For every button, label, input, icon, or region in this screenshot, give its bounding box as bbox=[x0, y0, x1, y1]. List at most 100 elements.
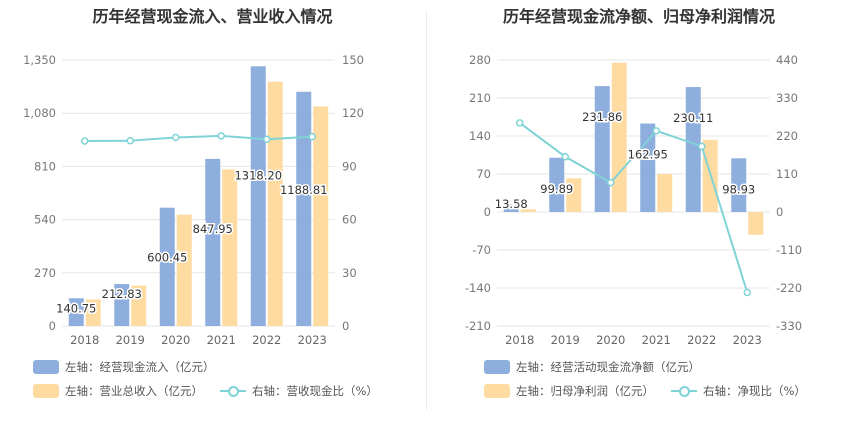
bar-series-1 bbox=[731, 158, 747, 212]
bar-series-1 bbox=[159, 207, 175, 326]
x-axis-tick-label: 2022 bbox=[252, 333, 281, 347]
right-axis-tick-label: 150 bbox=[342, 53, 364, 67]
right-axis-tick-label: 440 bbox=[776, 53, 798, 67]
bar-series-1 bbox=[114, 284, 130, 326]
legend-item-net-profit[interactable]: 左轴：归母净利润（亿元） bbox=[484, 383, 654, 399]
x-axis-tick-label: 2021 bbox=[207, 333, 236, 347]
bar-series-2 bbox=[657, 174, 673, 212]
left-axis-tick-label: 70 bbox=[476, 167, 491, 181]
right-axis-tick-label: 330 bbox=[776, 91, 798, 105]
data-label: 847.95 bbox=[193, 222, 233, 236]
right-axis-tick-label: 110 bbox=[776, 167, 798, 181]
bar-series-2 bbox=[520, 209, 536, 212]
legend-item-ratio[interactable]: 右轴：营收现金比（%） bbox=[220, 383, 378, 399]
bar-series-2 bbox=[131, 285, 147, 326]
left-axis-tick-label: 280 bbox=[469, 53, 491, 67]
right-axis-tick-label: 30 bbox=[342, 266, 357, 280]
left-axis-tick-label: 270 bbox=[34, 266, 56, 280]
legend-item-revenue[interactable]: 左轴：营业总收入（亿元） bbox=[33, 383, 203, 399]
right-axis-tick-label: -110 bbox=[776, 243, 802, 257]
line-point bbox=[698, 142, 706, 151]
legend-swatch-blue bbox=[484, 360, 510, 374]
legend-label: 左轴：营业总收入（亿元） bbox=[65, 384, 203, 398]
bar-series-2 bbox=[222, 169, 238, 326]
bar-series-2 bbox=[748, 212, 764, 235]
right-axis-tick-label: 120 bbox=[342, 106, 364, 120]
x-axis-tick-label: 2023 bbox=[298, 333, 327, 347]
data-label: 98.93 bbox=[722, 182, 755, 196]
data-label: 162.95 bbox=[628, 148, 668, 162]
bar-series-2 bbox=[267, 81, 283, 326]
bar-series-2 bbox=[176, 214, 192, 326]
data-label: 212.83 bbox=[102, 287, 142, 301]
data-label: 140.75 bbox=[56, 301, 96, 315]
data-label: 13.58 bbox=[495, 197, 528, 211]
left-axis-tick-label: 140 bbox=[469, 129, 491, 143]
line-series bbox=[519, 122, 749, 293]
line-point bbox=[217, 132, 225, 140]
bar-series-2 bbox=[313, 106, 329, 326]
line-point bbox=[126, 136, 134, 145]
legend-label: 右轴：净现比（%） bbox=[703, 384, 806, 398]
data-label: 230.11 bbox=[673, 111, 713, 125]
bar-series-2 bbox=[566, 178, 582, 212]
left-axis-tick-label: 210 bbox=[469, 91, 491, 105]
x-axis-tick-label: 2018 bbox=[70, 333, 99, 347]
legend-item-cash-ratio[interactable]: 右轴：净现比（%） bbox=[671, 383, 806, 399]
right-chart-svg: -210 -140 -70 0 70 140 210 280 -330 -220 -110 0 110 2… bbox=[465, 53, 802, 347]
line-point bbox=[81, 137, 89, 145]
chart-title: 历年经营现金流净额、归母净利润情况 bbox=[502, 7, 775, 26]
bar-series-1 bbox=[68, 298, 84, 326]
left-axis-tick-label: 1,080 bbox=[23, 106, 56, 120]
legend-label: 左轴：经营活动现金流净额（亿元） bbox=[516, 360, 700, 374]
x-axis-tick-label: 2020 bbox=[596, 333, 625, 347]
legend-swatch-orange bbox=[484, 384, 510, 398]
bar-series-1 bbox=[296, 91, 312, 326]
data-label: 231.86 bbox=[582, 110, 622, 124]
x-axis-tick-label: 2022 bbox=[687, 333, 716, 347]
bar-series-1 bbox=[205, 158, 221, 326]
legend-item-cash-inflow[interactable]: 左轴：经营现金流入（亿元） bbox=[33, 359, 215, 375]
bar-series-1 bbox=[503, 204, 519, 212]
bar-series-1 bbox=[685, 87, 701, 212]
right-chart-panel: 历年经营现金流净额、归母净利润情况 -210 -140 -70 0 70 140 210 28… bbox=[428, 0, 850, 437]
chart-title: 历年经营现金流入、营业收入情况 bbox=[92, 7, 333, 26]
legend-line-icon bbox=[220, 384, 246, 398]
right-axis-tick-label: 60 bbox=[342, 213, 357, 227]
legend-label: 右轴：营收现金比（%） bbox=[252, 384, 378, 398]
line-point bbox=[308, 132, 316, 141]
panel-divider bbox=[426, 10, 427, 410]
line-point bbox=[607, 178, 615, 187]
legend-label: 左轴：归母净利润（亿元） bbox=[516, 384, 654, 398]
bar-series-1 bbox=[250, 66, 266, 326]
data-label: 600.45 bbox=[147, 250, 187, 264]
legend-swatch-orange bbox=[33, 384, 59, 398]
right-axis-tick-label: 220 bbox=[776, 129, 798, 143]
legend-item-net-cash-flow[interactable]: 左轴：经营活动现金流净额（亿元） bbox=[484, 359, 700, 375]
right-axis-tick-label: -220 bbox=[776, 281, 802, 295]
left-axis-tick-label: 0 bbox=[484, 205, 491, 219]
legend-swatch-blue bbox=[33, 360, 59, 374]
data-label: 1188.81 bbox=[280, 183, 328, 197]
legend-line-icon bbox=[671, 384, 697, 398]
data-label: 99.89 bbox=[540, 182, 573, 196]
right-axis-tick-label: -330 bbox=[776, 319, 802, 333]
line-point bbox=[516, 119, 524, 127]
x-axis-tick-label: 2018 bbox=[505, 333, 534, 347]
right-axis-tick-label: 0 bbox=[342, 319, 349, 333]
left-axis-tick-label: -140 bbox=[465, 281, 491, 295]
line-point bbox=[263, 135, 271, 144]
line-point bbox=[172, 133, 180, 142]
left-chart-svg: 0 270 540 810 1,080 1,350 0 30 60 90 120 150 2018 201… bbox=[23, 53, 364, 347]
bar-series-2 bbox=[611, 62, 627, 212]
bar-series-2 bbox=[85, 299, 101, 326]
left-axis-tick-label: 540 bbox=[34, 213, 56, 227]
legend-label: 左轴：经营现金流入（亿元） bbox=[65, 360, 215, 374]
left-axis-tick-label: 1,350 bbox=[23, 53, 56, 67]
left-axis-tick-label: -70 bbox=[472, 243, 491, 257]
left-axis-tick-label: 810 bbox=[34, 159, 56, 173]
right-axis-tick-label: 0 bbox=[776, 205, 783, 219]
bar-series-1 bbox=[594, 86, 610, 212]
bar-series-1 bbox=[549, 157, 565, 212]
bar-series-1 bbox=[640, 123, 656, 212]
